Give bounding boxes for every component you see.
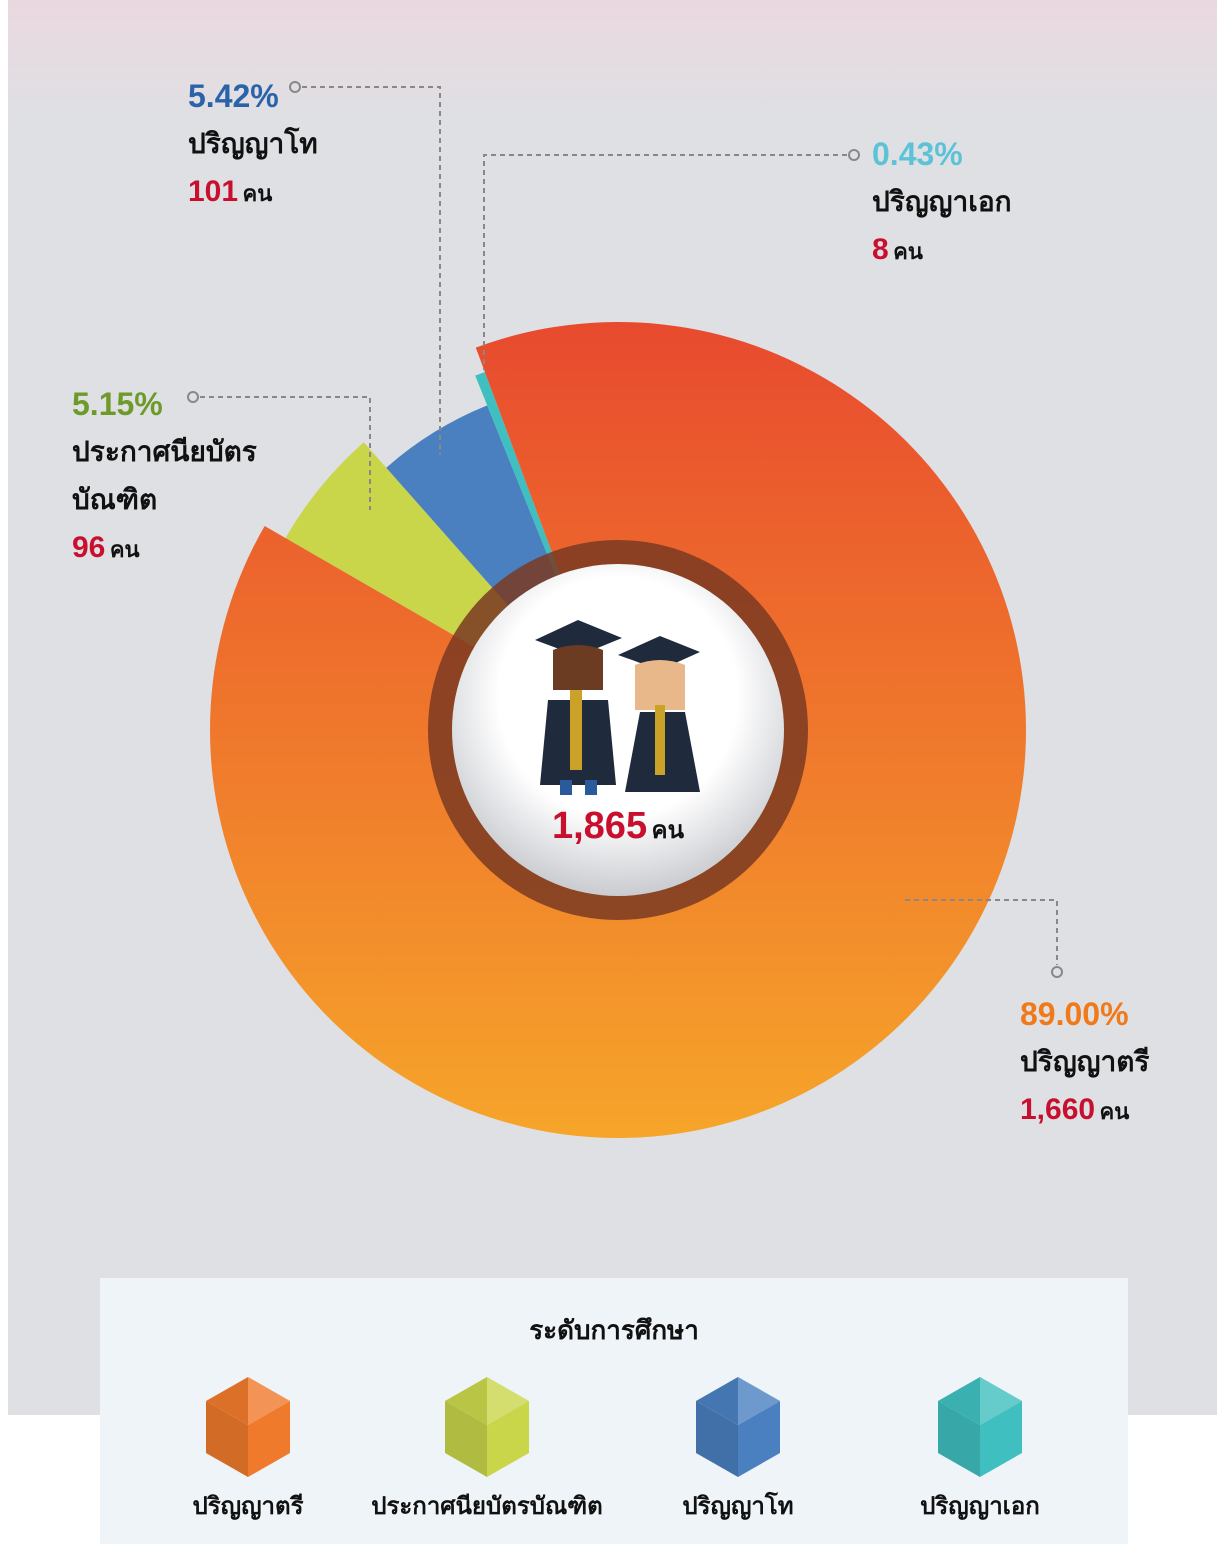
slice-label: 5.15% ประกาศนียบัตรบัณฑิต 96 คน	[72, 380, 262, 577]
slice-label: 0.43% ปริญญาเอก 8 คน	[872, 130, 1012, 279]
cube-top	[696, 1377, 780, 1425]
percent-label: 89.00%	[1020, 996, 1129, 1032]
cube-left	[938, 1401, 980, 1477]
cube-right	[487, 1401, 529, 1477]
cube-left-shade	[938, 1401, 980, 1477]
cube-top-light	[980, 1377, 1022, 1425]
legend-icon	[445, 1377, 529, 1477]
legend-label: ประกาศนียบัตรบัณฑิต	[371, 1493, 603, 1520]
cube-top-shade	[938, 1377, 980, 1425]
cube-right	[738, 1401, 780, 1477]
cube-top-shade	[696, 1377, 738, 1425]
unit-label: คน	[1099, 1099, 1130, 1124]
cube-left-shade	[445, 1401, 487, 1477]
legend: ระดับการศึกษา ปริญญาตรี ประกาศนียบัตรบัณฑ…	[100, 1278, 1128, 1544]
cube-top	[206, 1377, 290, 1425]
leader-dot	[848, 149, 860, 161]
count-row: 96 คน	[72, 524, 262, 577]
count-label: 96	[72, 531, 106, 564]
category-label: ปริญญาโท	[188, 128, 318, 159]
leader	[483, 154, 847, 370]
count-row: 101 คน	[188, 168, 318, 221]
percent-label: 5.42%	[188, 78, 279, 114]
cube-left-shade	[206, 1401, 248, 1477]
slice-label: 5.42% ปริญญาโท 101 คน	[188, 72, 318, 221]
total-value: 1,865	[551, 805, 648, 847]
leader-dot	[187, 391, 199, 403]
count-row: 8 คน	[872, 226, 1012, 279]
cube-left	[445, 1401, 487, 1477]
cube-top	[445, 1377, 529, 1425]
cube-left	[206, 1401, 248, 1477]
total: 1,865 คน	[468, 805, 768, 849]
legend-icons	[206, 1377, 1022, 1477]
legend-icon	[938, 1377, 1022, 1477]
cube-top-light	[248, 1377, 290, 1425]
legend-icon	[696, 1377, 780, 1477]
cube-left	[696, 1401, 738, 1477]
cube-top-shade	[445, 1377, 487, 1425]
legend-label: ปริญญาโท	[682, 1493, 794, 1520]
center-disc	[452, 564, 784, 896]
count-label: 8	[872, 233, 889, 266]
legend-icon	[206, 1377, 290, 1477]
leader-dot	[289, 81, 301, 93]
leader	[302, 86, 441, 455]
cube-top-light	[738, 1377, 780, 1425]
cube-left-shade	[696, 1401, 738, 1477]
slice-label: 89.00% ปริญญาตรี 1,660 คน	[1020, 990, 1149, 1139]
unit-label: คน	[893, 239, 923, 264]
count-row: 1,660 คน	[1020, 1086, 1149, 1139]
cube-right	[980, 1401, 1022, 1477]
cube-right	[248, 1401, 290, 1477]
count-label: 101	[188, 175, 239, 208]
legend-label: ปริญญาตรี	[192, 1493, 304, 1520]
legend-title: ระดับการศึกษา	[529, 1315, 699, 1345]
unit-label: คน	[109, 537, 140, 562]
percent-label: 5.15%	[72, 386, 163, 422]
category-label: ปริญญาเอก	[872, 186, 1012, 217]
count-label: 1,660	[1020, 1093, 1096, 1126]
graduates-illustration	[535, 620, 700, 795]
legend-label: ปริญญาเอก	[920, 1493, 1040, 1520]
leader	[200, 396, 371, 510]
cube-top-shade	[206, 1377, 248, 1425]
total-unit: คน	[651, 817, 684, 844]
category-label: ประกาศนียบัตรบัณฑิต	[72, 436, 257, 515]
percent-label: 0.43%	[872, 136, 963, 172]
leader-dot	[1051, 966, 1063, 978]
unit-label: คน	[242, 181, 273, 206]
category-label: ปริญญาตรี	[1020, 1046, 1150, 1077]
cube-top	[938, 1377, 1022, 1425]
leader-lines	[187, 81, 1063, 978]
cube-top-light	[487, 1377, 529, 1425]
